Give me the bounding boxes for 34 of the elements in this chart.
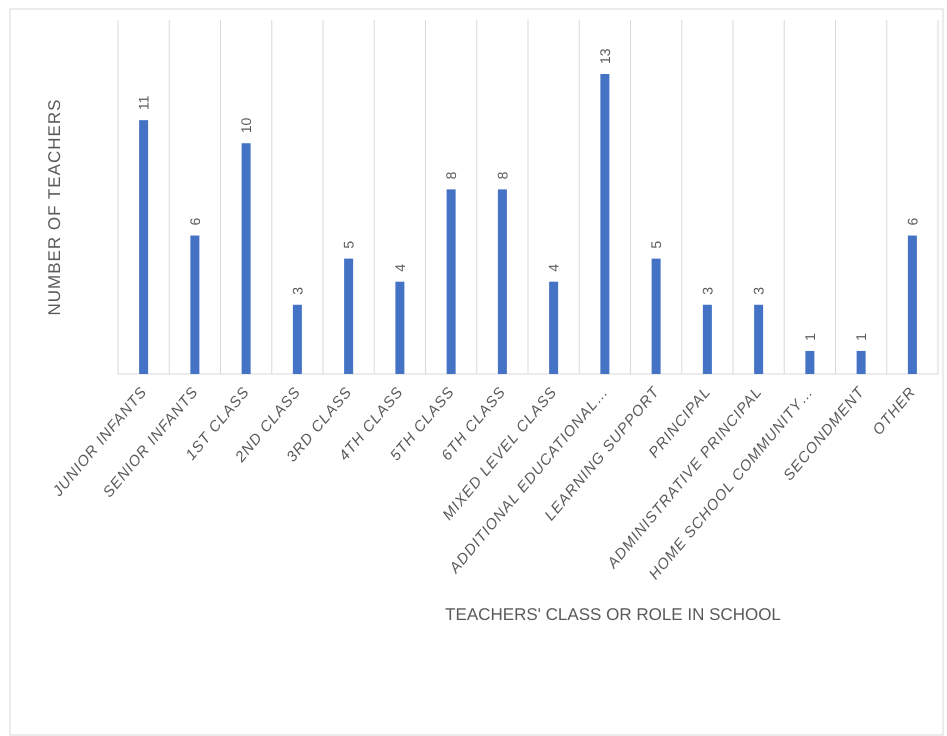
bar [242, 143, 251, 374]
data-label: 6 [186, 218, 203, 226]
data-label: 6 [904, 218, 920, 226]
bar [344, 258, 354, 374]
bar [446, 189, 456, 374]
data-label: 8 [494, 171, 510, 180]
bar [292, 304, 302, 374]
data-label: 1 [853, 332, 870, 341]
data-label: 5 [648, 240, 664, 249]
bar [498, 189, 507, 374]
bar [600, 74, 610, 374]
data-label: 8 [443, 171, 460, 180]
data-label: 4 [392, 264, 408, 272]
data-label: 3 [289, 286, 306, 295]
bar [805, 350, 814, 374]
y-axis-title: NUMBER OF TEACHERS [45, 98, 64, 316]
bar [856, 350, 866, 374]
bar [652, 258, 661, 374]
bar [908, 236, 917, 374]
bar [549, 282, 558, 374]
data-label: 3 [750, 286, 767, 295]
data-label: 1 [802, 332, 818, 341]
x-axis-title: TEACHERS' CLASS OR ROLE IN SCHOOL [445, 605, 781, 624]
data-label: 13 [596, 48, 613, 64]
data-label: 4 [546, 264, 562, 272]
data-label: 5 [340, 240, 357, 249]
bar [395, 282, 404, 374]
data-label: 3 [699, 286, 716, 295]
data-label: 11 [136, 95, 152, 110]
bar [702, 304, 712, 374]
bar [190, 236, 200, 374]
bar [139, 120, 148, 374]
bar [754, 304, 764, 374]
data-label: 10 [238, 117, 254, 134]
